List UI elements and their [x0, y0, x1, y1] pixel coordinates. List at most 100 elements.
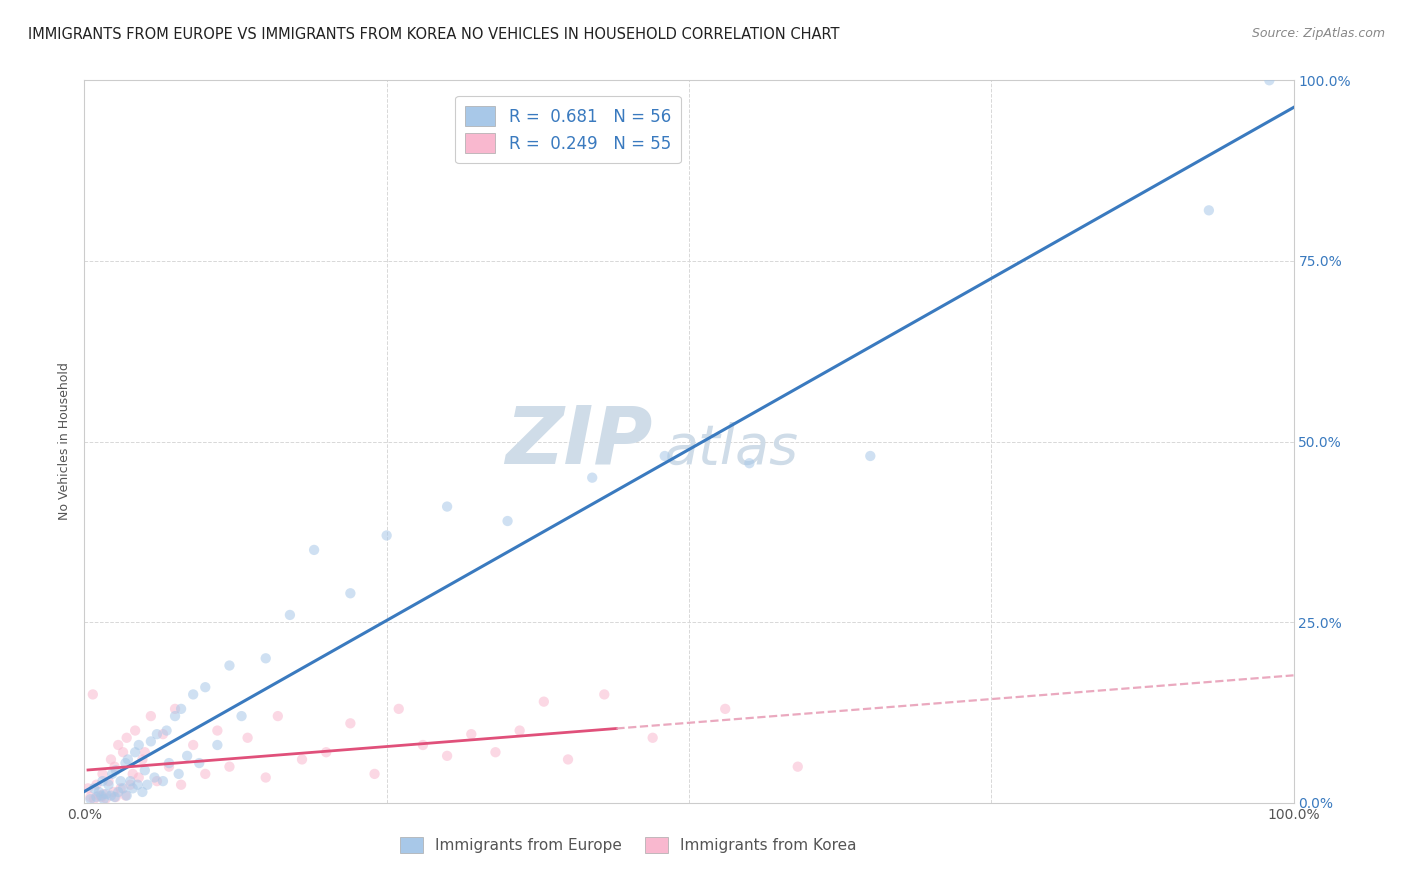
Point — [100, 752, 122, 766]
Point — [170, 702, 193, 716]
Point — [641, 731, 664, 745]
Point — [496, 514, 519, 528]
Text: Source: ZipAtlas.com: Source: ZipAtlas.com — [1251, 27, 1385, 40]
Point — [509, 723, 531, 738]
Point — [302, 542, 325, 557]
Point — [165, 709, 187, 723]
Point — [363, 767, 385, 781]
Point — [533, 695, 555, 709]
Point — [124, 745, 146, 759]
Point — [79, 790, 101, 805]
Point — [152, 727, 174, 741]
Point — [107, 738, 129, 752]
Legend: Immigrants from Europe, Immigrants from Korea: Immigrants from Europe, Immigrants from … — [401, 837, 856, 853]
Point — [91, 774, 114, 789]
Point — [167, 767, 190, 781]
Point — [86, 778, 108, 792]
Text: ZIP: ZIP — [505, 402, 652, 481]
Point — [112, 745, 135, 759]
Point — [103, 785, 125, 799]
Point — [176, 748, 198, 763]
Point — [112, 781, 135, 796]
Point — [79, 792, 101, 806]
Point — [136, 778, 159, 792]
Point — [231, 709, 253, 723]
Point — [134, 764, 156, 778]
Point — [120, 778, 142, 792]
Point — [218, 760, 240, 774]
Point — [254, 771, 277, 785]
Point — [254, 651, 277, 665]
Point — [97, 778, 120, 792]
Point — [181, 687, 204, 701]
Point — [139, 734, 162, 748]
Point — [181, 738, 204, 752]
Point — [714, 702, 737, 716]
Point — [117, 752, 139, 766]
Point — [412, 738, 434, 752]
Point — [339, 716, 361, 731]
Point — [110, 781, 132, 796]
Point — [1258, 73, 1281, 87]
Point — [194, 767, 217, 781]
Point — [157, 760, 180, 774]
Point — [291, 752, 314, 766]
Point — [115, 731, 138, 745]
Point — [654, 449, 676, 463]
Point — [152, 774, 174, 789]
Point — [104, 790, 127, 805]
Point — [134, 745, 156, 759]
Point — [107, 785, 129, 799]
Point — [207, 738, 229, 752]
Point — [100, 789, 122, 803]
Point — [82, 687, 104, 701]
Point — [786, 760, 808, 774]
Point — [127, 778, 149, 792]
Point — [236, 731, 259, 745]
Point — [114, 789, 136, 803]
Point — [218, 658, 240, 673]
Point — [188, 756, 211, 770]
Point — [131, 752, 153, 766]
Point — [83, 792, 105, 806]
Y-axis label: No Vehicles in Household: No Vehicles in Household — [58, 363, 72, 520]
Point — [120, 774, 142, 789]
Point — [115, 789, 138, 803]
Point — [436, 500, 458, 514]
Point — [484, 745, 506, 759]
Point — [194, 680, 217, 694]
Point — [146, 727, 169, 741]
Point — [101, 767, 124, 781]
Point — [581, 470, 603, 484]
Point — [738, 456, 761, 470]
Point — [83, 781, 105, 796]
Point — [110, 774, 132, 789]
Point — [155, 723, 177, 738]
Point — [121, 781, 143, 796]
Point — [128, 738, 150, 752]
Point — [94, 791, 117, 805]
Point — [460, 727, 482, 741]
Point — [278, 607, 301, 622]
Text: atlas: atlas — [665, 422, 799, 475]
Point — [77, 781, 100, 796]
Point — [339, 586, 361, 600]
Point — [1198, 203, 1220, 218]
Point — [91, 767, 114, 781]
Point — [97, 774, 120, 789]
Point — [90, 790, 112, 805]
Point — [388, 702, 411, 716]
Point — [859, 449, 882, 463]
Point — [93, 787, 115, 801]
Point — [93, 792, 115, 806]
Point — [131, 785, 153, 799]
Point — [87, 785, 110, 799]
Point — [267, 709, 290, 723]
Point — [143, 771, 166, 785]
Point — [104, 790, 127, 805]
Point — [436, 748, 458, 763]
Point — [128, 771, 150, 785]
Point — [557, 752, 579, 766]
Point — [124, 723, 146, 738]
Text: IMMIGRANTS FROM EUROPE VS IMMIGRANTS FROM KOREA NO VEHICLES IN HOUSEHOLD CORRELA: IMMIGRANTS FROM EUROPE VS IMMIGRANTS FRO… — [28, 27, 839, 42]
